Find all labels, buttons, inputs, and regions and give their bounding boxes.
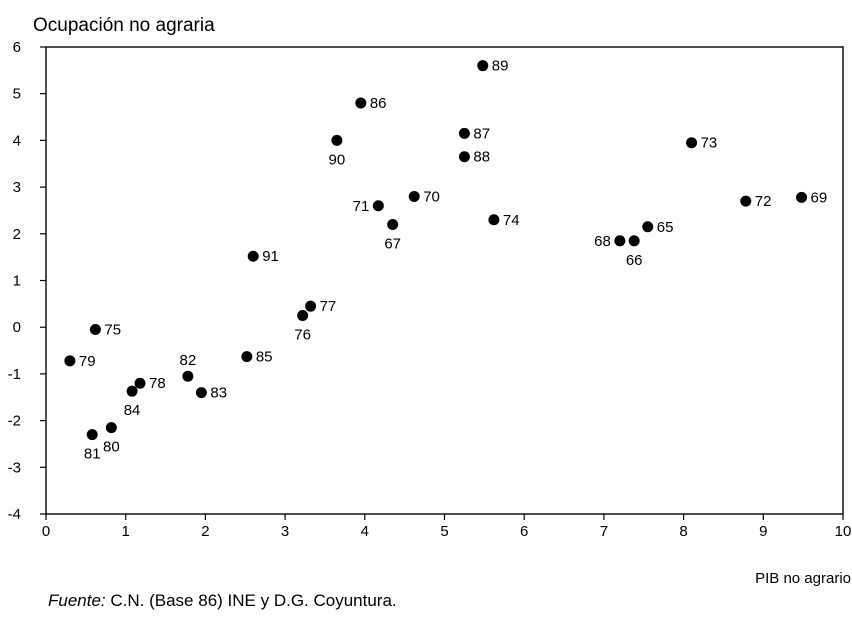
data-point xyxy=(387,218,399,230)
data-point xyxy=(408,190,420,202)
point-label: 86 xyxy=(370,95,387,112)
data-point xyxy=(247,250,259,262)
data-point xyxy=(134,377,146,389)
y-tick-label: -4 xyxy=(8,506,21,523)
x-tick-label: 2 xyxy=(201,523,209,540)
plot-frame xyxy=(45,46,844,515)
data-point xyxy=(686,137,698,149)
point-label: 66 xyxy=(626,252,643,269)
y-tick-label: -3 xyxy=(8,459,21,476)
data-points: 89 86 87 90 73 88 70 69 72 71 74 67 65 68 66 91 77 76 75 85… xyxy=(64,58,827,463)
point-label: 65 xyxy=(657,219,674,236)
data-point xyxy=(488,214,500,226)
x-tick-label: 3 xyxy=(281,523,289,540)
x-tick-label: 0 xyxy=(42,523,50,540)
x-tick-label: 4 xyxy=(361,523,369,540)
point-label: 77 xyxy=(320,298,337,315)
data-point xyxy=(64,355,76,367)
data-point xyxy=(331,134,343,146)
data-point xyxy=(182,370,194,382)
point-label: 84 xyxy=(124,402,141,419)
point-label: 90 xyxy=(329,151,346,168)
source-note: Fuente: C.N. (Base 86) INE y D.G. Coyunt… xyxy=(48,591,397,611)
x-tick-label: 5 xyxy=(440,523,448,540)
point-label: 69 xyxy=(811,189,828,206)
x-tick-label: 8 xyxy=(679,523,687,540)
x-axis-label: PIB no agrario xyxy=(755,570,851,587)
point-label: 85 xyxy=(256,349,273,366)
point-label: 71 xyxy=(353,198,370,215)
y-tick-label: 2 xyxy=(13,226,21,243)
point-label: 91 xyxy=(262,248,279,265)
data-point xyxy=(297,310,309,322)
data-point xyxy=(126,385,138,397)
point-label: 75 xyxy=(104,322,121,339)
data-point xyxy=(355,97,367,109)
x-tick-label: 1 xyxy=(122,523,130,540)
y-tick-label: 4 xyxy=(13,132,21,149)
data-point xyxy=(458,151,470,163)
point-label: 87 xyxy=(473,125,490,142)
data-point xyxy=(105,422,117,434)
point-label: 82 xyxy=(180,352,197,369)
point-label: 67 xyxy=(384,235,401,252)
x-tick-label: 6 xyxy=(520,523,528,540)
x-tick-label: 7 xyxy=(600,523,608,540)
y-tick-label: -1 xyxy=(8,366,21,383)
data-point xyxy=(86,429,98,441)
point-label: 72 xyxy=(755,193,772,210)
data-point xyxy=(477,60,489,72)
data-point xyxy=(642,221,654,233)
x-tick-label: 10 xyxy=(835,523,852,540)
point-label: 70 xyxy=(423,188,440,205)
y-axis-label: Ocupación no agraria xyxy=(33,15,215,36)
data-point xyxy=(195,387,207,399)
point-label: 74 xyxy=(503,212,520,229)
y-tick-label: 5 xyxy=(13,86,21,103)
data-point xyxy=(372,200,384,212)
y-tick-label: 6 xyxy=(13,39,21,56)
data-point xyxy=(628,235,640,247)
x-tick-label: 9 xyxy=(759,523,767,540)
data-point xyxy=(241,351,253,363)
point-label: 76 xyxy=(294,327,311,344)
point-label: 78 xyxy=(149,375,166,392)
data-point xyxy=(614,235,626,247)
data-point xyxy=(89,324,101,336)
point-label: 89 xyxy=(492,58,509,75)
y-tick-label: -2 xyxy=(8,413,21,430)
y-tick-label: 3 xyxy=(13,179,21,196)
source-prefix: Fuente: xyxy=(48,591,106,610)
y-tick-label: 1 xyxy=(13,273,21,290)
point-label: 81 xyxy=(84,446,101,463)
point-label: 73 xyxy=(701,135,718,152)
data-point xyxy=(458,127,470,139)
point-label: 83 xyxy=(210,385,227,402)
y-tick-label: 0 xyxy=(13,319,21,336)
point-label: 88 xyxy=(473,149,490,166)
point-label: 79 xyxy=(79,353,96,370)
source-text: C.N. (Base 86) INE y D.G. Coyuntura. xyxy=(105,591,397,610)
data-point xyxy=(796,191,808,203)
point-label: 68 xyxy=(594,233,611,250)
point-label: 80 xyxy=(103,439,120,456)
data-point xyxy=(305,300,317,312)
data-point xyxy=(740,195,752,207)
